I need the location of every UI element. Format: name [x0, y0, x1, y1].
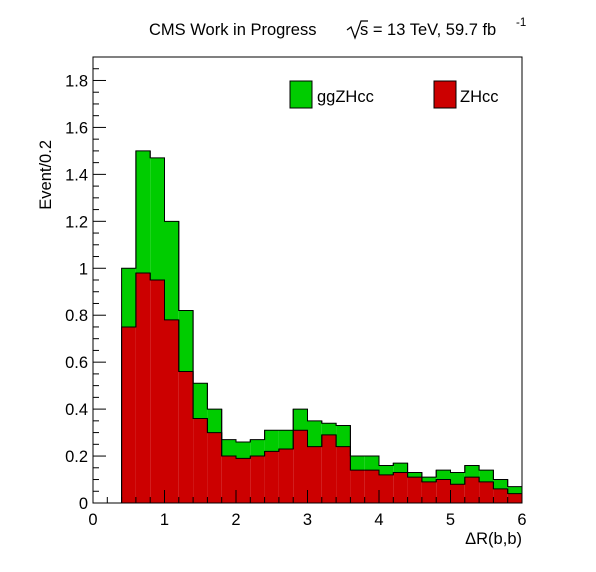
bar-ggZHcc-21	[421, 477, 437, 482]
bar-ZHcc-9	[250, 456, 265, 503]
x-tick-label: 3	[303, 511, 312, 529]
legend-swatch-ggZHcc	[289, 80, 313, 109]
x-tick-label: 5	[446, 511, 455, 529]
y-tick-label: 1	[79, 260, 88, 278]
sqrt-symbol	[346, 20, 368, 40]
bar-ZHcc-16	[350, 470, 365, 503]
bar-ZHcc-1	[135, 272, 151, 503]
x-tick-label: 1	[160, 511, 169, 529]
bar-ZHcc-25	[479, 481, 494, 503]
bar-ZHcc-2	[150, 280, 165, 503]
bar-ggZHcc-3	[164, 221, 179, 320]
bar-ZHcc-18	[379, 474, 394, 503]
x-tick-label: 6	[517, 511, 526, 529]
bar-ggZHcc-15	[336, 425, 351, 447]
y-tick-label: 1.6	[65, 119, 88, 137]
y-tick-label: 1.4	[65, 166, 88, 184]
legend-label-ggZHcc: ggZHcc	[317, 88, 374, 106]
bar-ZHcc-20	[407, 477, 422, 503]
bar-ggZHcc-14	[321, 423, 337, 435]
energy-lumi-label: s = 13 TeV, 59.7 fb	[360, 21, 496, 39]
legend-swatch-ZHcc	[433, 80, 457, 109]
histogram-bars	[121, 150, 522, 503]
bar-ggZHcc-13	[307, 420, 322, 447]
bar-ggZHcc-7	[221, 439, 236, 457]
bar-ggZHcc-11	[278, 430, 294, 450]
stack-outline	[121, 150, 523, 503]
bar-ggZHcc-12	[293, 409, 308, 431]
bar-ggZHcc-19	[393, 463, 408, 473]
bar-ggZHcc-8	[236, 441, 251, 459]
x-tick-label: 2	[231, 511, 240, 529]
bar-ggZHcc-24	[464, 465, 480, 478]
axes: 0 1 2 3 4 5 6 0 0.2 0.4 0.6 0.8 1 1.2 1.4 1.6 1.8	[65, 56, 527, 529]
bar-ZHcc-24	[464, 477, 480, 503]
bar-ggZHcc-10	[264, 430, 279, 452]
bar-ggZHcc-2	[150, 157, 165, 280]
y-tick-label: 0.8	[65, 307, 88, 325]
bar-ggZHcc-4	[178, 310, 194, 372]
bar-ZHcc-13	[307, 446, 322, 503]
bar-ZHcc-14	[321, 434, 337, 503]
y-axis-title: Event/0.2	[37, 140, 55, 210]
bar-ZHcc-0	[121, 326, 136, 503]
y-tick-label: 0	[79, 495, 88, 513]
bar-ZHcc-3	[164, 319, 179, 503]
bar-ggZHcc-17	[364, 456, 379, 471]
bar-ZHcc-19	[393, 472, 408, 503]
bar-ggZHcc-20	[407, 472, 422, 478]
x-axis-title: ΔR(b,b)	[465, 530, 522, 548]
bar-ZHcc-26	[493, 488, 508, 503]
bar-ZHcc-10	[264, 451, 279, 503]
legend-label-ZHcc: ZHcc	[460, 88, 499, 106]
bar-ggZHcc-18	[379, 465, 394, 475]
x-tick-label: 4	[374, 511, 383, 529]
lumi-unit-superscript: -1	[516, 17, 526, 29]
y-tick-label: 0.4	[65, 401, 88, 419]
chart-title: CMS Work in Progress	[149, 21, 316, 39]
y-tick-label: 0.6	[65, 354, 88, 372]
bar-ggZHcc-27	[507, 486, 522, 494]
bar-ZHcc-6	[207, 432, 222, 503]
bar-ZHcc-8	[236, 458, 251, 503]
bar-ggZHcc-9	[250, 439, 265, 457]
bar-ggZHcc-5	[193, 383, 208, 419]
y-tick-label: 0.2	[65, 448, 88, 466]
bar-ZHcc-5	[193, 418, 208, 503]
bar-ZHcc-23	[450, 484, 465, 503]
y-tick-label: 1.8	[65, 72, 88, 90]
bar-ZHcc-11	[278, 449, 294, 503]
bar-ggZHcc-0	[121, 268, 136, 327]
legend: ggZHcc ZHcc	[289, 80, 499, 109]
bar-ggZHcc-1	[135, 150, 151, 273]
bar-ggZHcc-25	[479, 470, 494, 482]
x-tick-label: 0	[88, 511, 97, 529]
bar-ZHcc-12	[293, 430, 308, 503]
bar-ZHcc-4	[178, 371, 194, 503]
bar-ggZHcc-22	[436, 470, 451, 480]
bar-ZHcc-22	[436, 479, 451, 503]
bar-ZHcc-15	[336, 446, 351, 503]
bar-ZHcc-17	[364, 470, 379, 503]
bar-ggZHcc-6	[207, 409, 222, 433]
bar-ggZHcc-26	[493, 479, 508, 489]
bar-ggZHcc-23	[450, 472, 465, 485]
bar-ggZHcc-16	[350, 456, 365, 471]
bar-ZHcc-7	[221, 456, 236, 503]
y-tick-label: 1.2	[65, 213, 88, 231]
bar-ZHcc-27	[507, 493, 522, 503]
bar-ZHcc-21	[421, 481, 437, 503]
